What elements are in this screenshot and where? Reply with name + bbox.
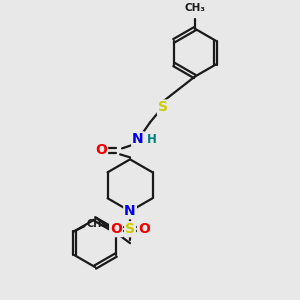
Text: S: S bbox=[158, 100, 168, 115]
Text: CH₃: CH₃ bbox=[86, 219, 106, 229]
Text: CH₃: CH₃ bbox=[184, 3, 206, 13]
Text: O: O bbox=[138, 222, 150, 236]
Text: N: N bbox=[132, 132, 144, 146]
Text: H: H bbox=[147, 133, 157, 146]
Text: O: O bbox=[110, 222, 122, 236]
Text: O: O bbox=[95, 143, 107, 158]
Text: N: N bbox=[124, 204, 136, 218]
Text: S: S bbox=[125, 222, 135, 236]
